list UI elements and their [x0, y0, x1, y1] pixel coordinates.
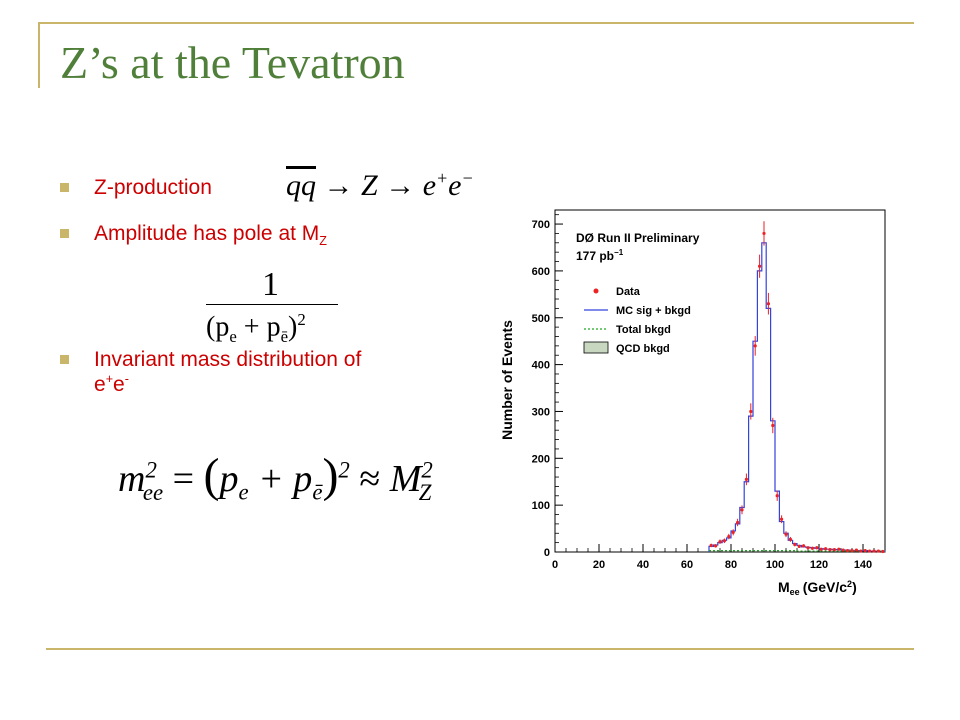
x-tick-label-40: 40 [637, 559, 649, 571]
data-point [841, 548, 845, 552]
data-point [788, 537, 792, 541]
data-point [810, 546, 814, 550]
data-point [846, 548, 850, 553]
y-tick-label-200: 200 [532, 453, 550, 465]
top-rule [38, 22, 914, 24]
bullet-text: Invariant mass distribution of e+e- [94, 348, 362, 396]
data-point [753, 344, 757, 348]
x-tick-label-20: 20 [593, 559, 605, 571]
x-tick-label-60: 60 [681, 559, 693, 571]
bottom-rule [46, 648, 914, 650]
data-point [775, 494, 779, 498]
bullet-text: Amplitude has pole at MZ [94, 222, 327, 249]
data-point [837, 547, 841, 551]
mass-histogram-chart: 0 100 200 300 400 500 600 700 0 20 40 60 80 100 120 14… [499, 209, 886, 597]
y-tick-label-600: 600 [532, 266, 550, 278]
production-equation: qq → Z → e+e− [286, 168, 474, 202]
y-axis-label: Number of Events [499, 320, 515, 440]
histogram-marks [708, 221, 886, 554]
data-point [854, 548, 858, 552]
data-point [850, 548, 854, 553]
data-point [868, 549, 872, 553]
legend-qcd-box [583, 341, 609, 354]
data-point [749, 409, 753, 414]
data-point [806, 546, 810, 550]
data-point [731, 530, 735, 534]
data-point [881, 549, 885, 554]
data-point [771, 423, 775, 428]
data-point [758, 264, 762, 268]
data-point [744, 477, 748, 481]
x-tick-label-140: 140 [854, 559, 872, 571]
x-tick-label-0: 0 [552, 559, 558, 571]
data-point [863, 548, 867, 553]
data-point [727, 534, 731, 539]
data-point [832, 548, 836, 552]
data-point [797, 544, 801, 548]
y-tick-label-100: 100 [532, 500, 550, 512]
data-point [784, 532, 788, 536]
legend-mc: MC sig + bkgd [616, 305, 691, 317]
x-tick-label-80: 80 [725, 559, 737, 571]
data-point [824, 547, 828, 551]
data-point [766, 302, 770, 306]
x-axis: 0 20 40 60 80 100 120 140 [552, 544, 886, 571]
y-tick-label-500: 500 [532, 313, 550, 325]
left-rule [38, 22, 40, 88]
data-point [722, 539, 726, 543]
data-point [718, 540, 722, 544]
y-axis: 0 100 200 300 400 500 600 700 [532, 214, 563, 559]
mc-histogram-line [708, 242, 886, 552]
legend-qcd: QCD bkgd [616, 343, 670, 355]
data-point [740, 508, 744, 512]
y-tick-label-700: 700 [532, 219, 550, 231]
data-point [714, 544, 718, 548]
legend-data-marker [593, 288, 599, 294]
data-point [819, 547, 823, 551]
x-axis-label: Mee (GeV/c2) [778, 579, 857, 597]
data-point [828, 548, 832, 552]
annotation-run: DØ Run II Preliminary [576, 231, 700, 245]
x-tick-label-100: 100 [766, 559, 784, 571]
data-point [815, 546, 819, 550]
data-point [709, 543, 713, 548]
data-point [793, 542, 797, 547]
bullet-text: Z-production [94, 176, 212, 199]
legend-total-bkg: Total bkgd [616, 324, 671, 336]
legend: Data MC sig + bkgd Total bkgd QCD bkgd [583, 286, 691, 355]
data-point [736, 520, 740, 525]
propagator-numerator: 1 [262, 266, 279, 303]
legend-data: Data [616, 286, 641, 298]
data-point [802, 544, 806, 548]
bullet-square [60, 355, 69, 364]
x-tick-label-120: 120 [810, 559, 828, 571]
fraction-bar [206, 304, 338, 305]
bullet-square [60, 183, 69, 192]
data-point [876, 549, 880, 553]
data-point [872, 549, 876, 553]
data-point [780, 517, 784, 521]
y-tick-label-400: 400 [532, 360, 550, 372]
bullet-square [60, 229, 69, 238]
data-point [762, 231, 766, 236]
slide-title: Z’s at the Tevatron [60, 37, 405, 88]
y-tick-label-300: 300 [532, 406, 550, 418]
propagator-denominator: (pe + pē)2 [206, 310, 306, 346]
data-point [859, 549, 863, 553]
y-tick-label-0: 0 [544, 547, 550, 559]
annotation-luminosity: 177 pb−1 [576, 248, 624, 263]
mass-equation: m2ee = (pe + pē)2 ≈ M2Z [118, 449, 433, 505]
